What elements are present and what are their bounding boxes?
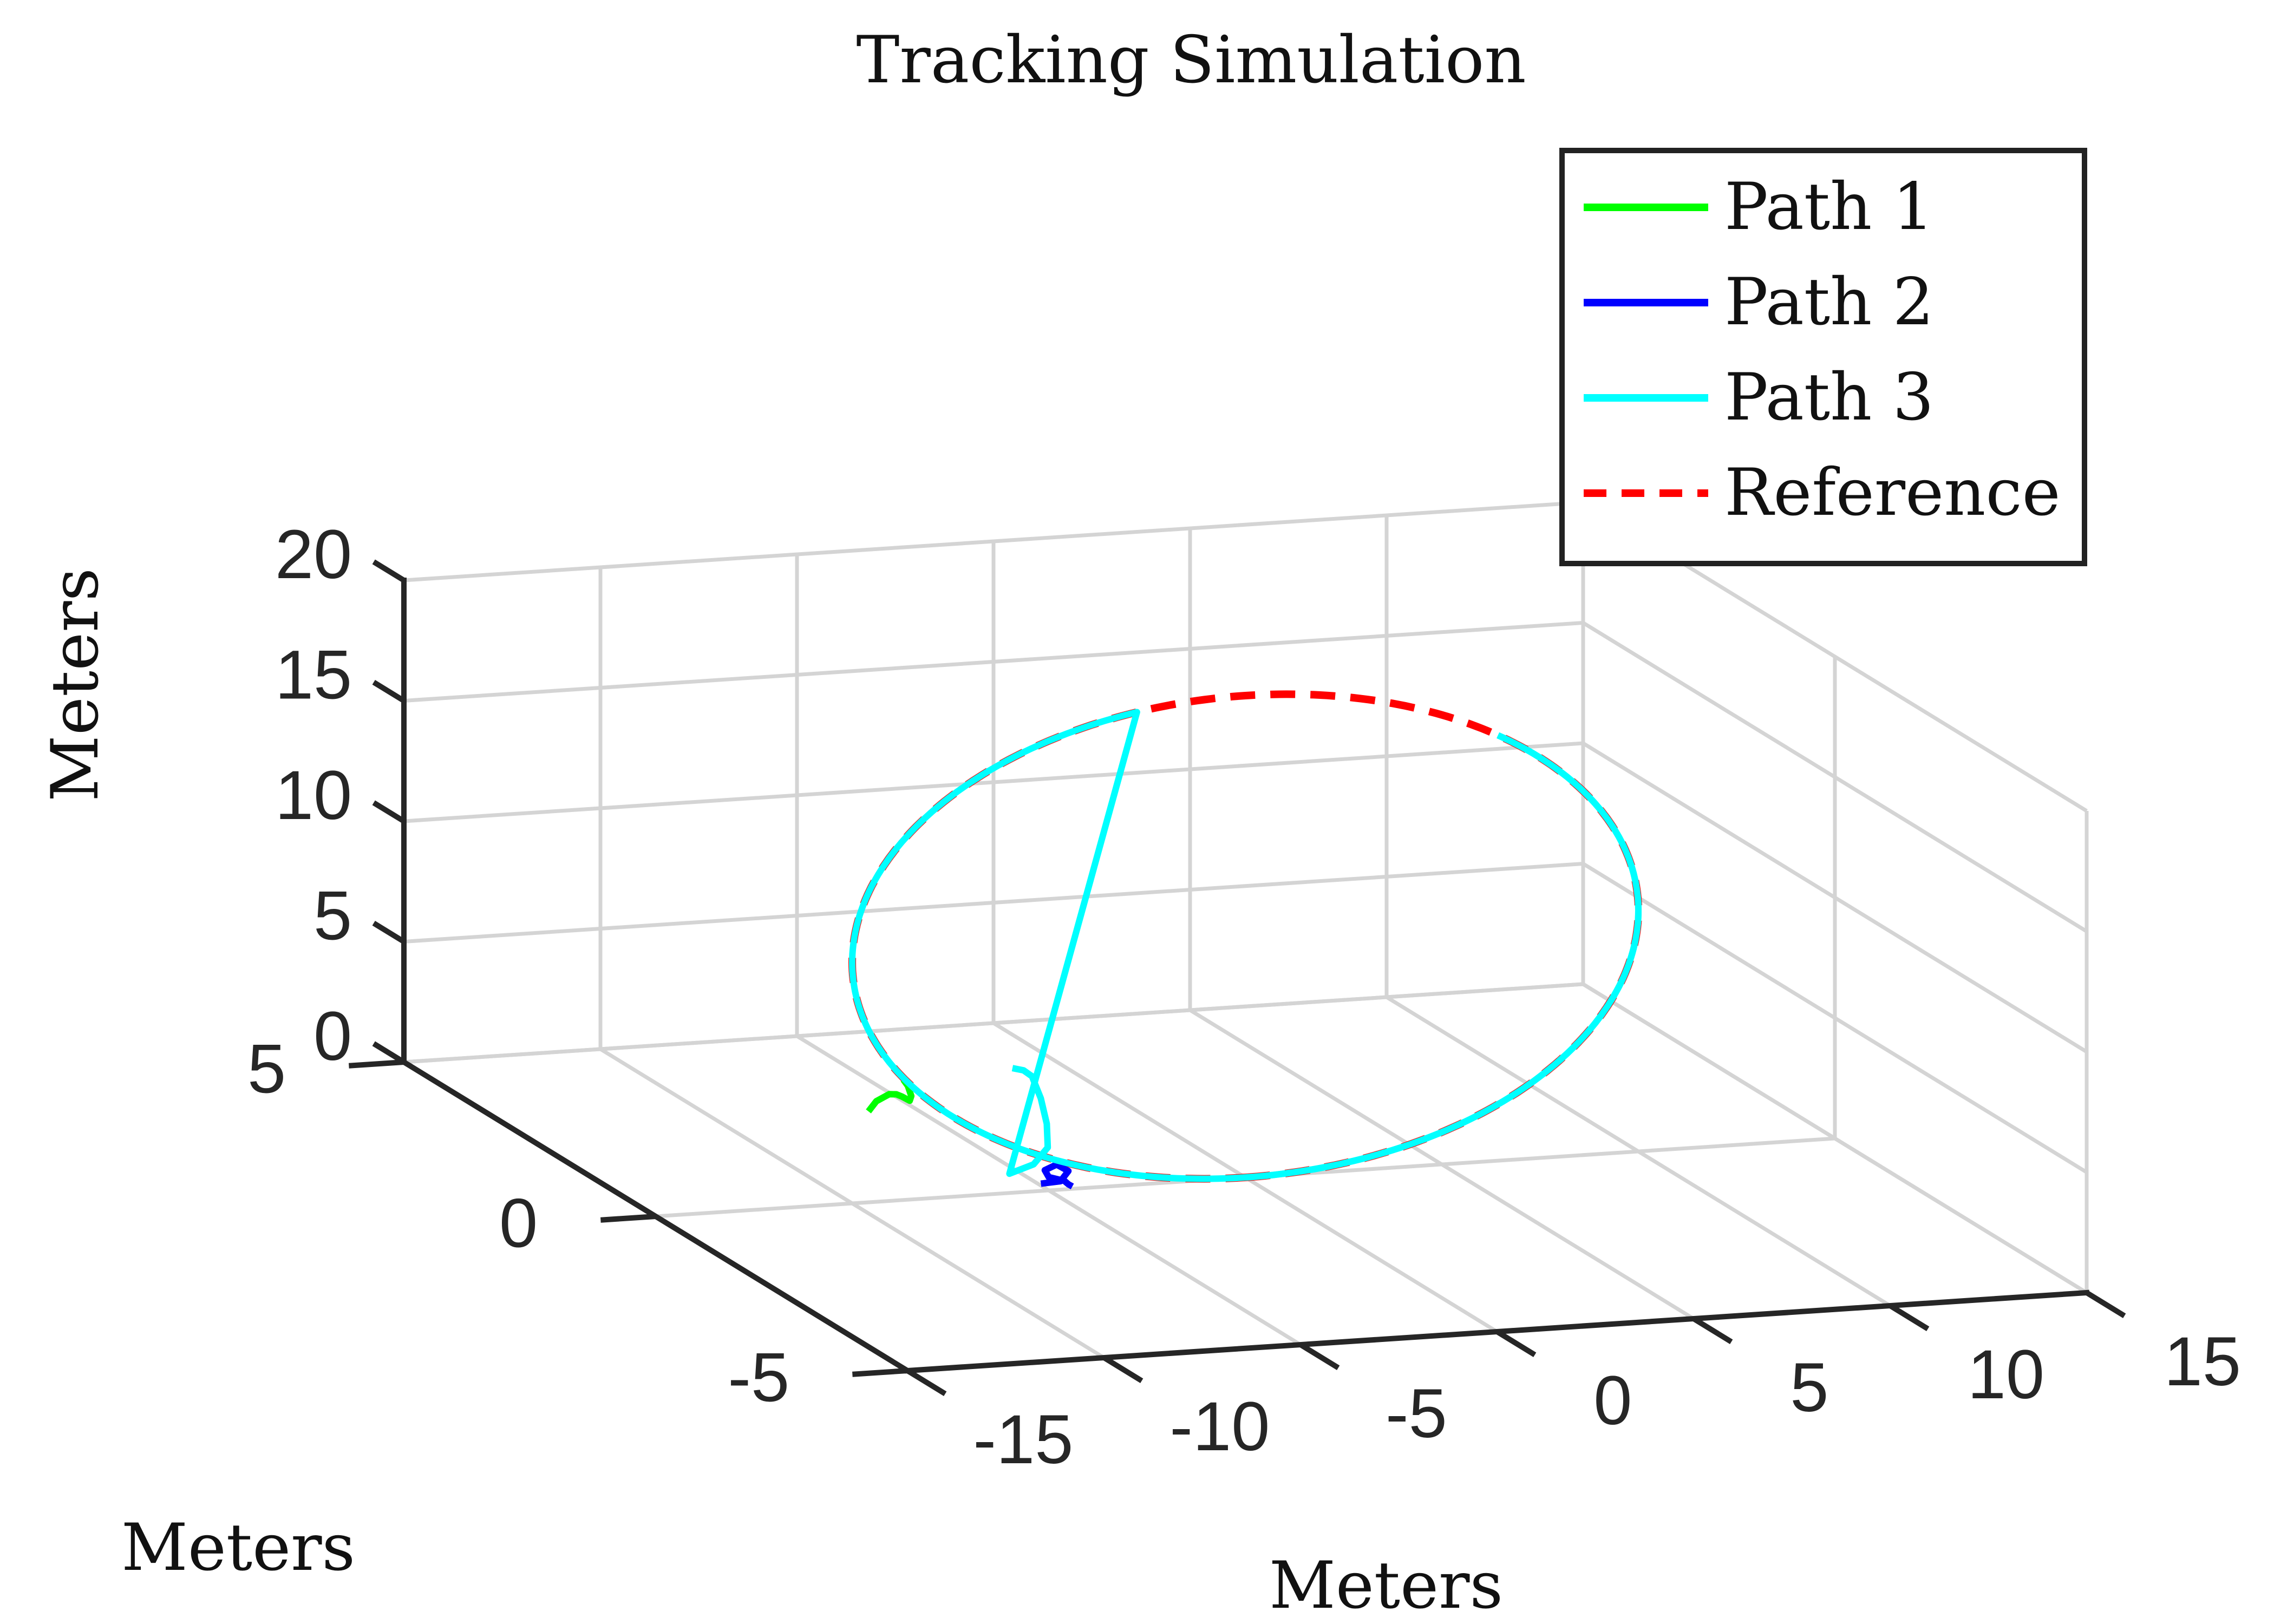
- z-tick-mark: [372, 921, 406, 944]
- y-tick-label: 0: [499, 1184, 538, 1262]
- x-tick-label: 5: [1790, 1349, 1828, 1426]
- x-tick-mark: [1299, 1342, 1340, 1371]
- grid-line: [403, 500, 1584, 582]
- y-tick-mark: [852, 1368, 908, 1377]
- x-tick-label: -5: [1386, 1375, 1447, 1452]
- series-path-2-line: [1040, 1161, 1074, 1189]
- y-tick-mark: [349, 1059, 404, 1069]
- grid-line: [403, 741, 1584, 823]
- z-tick-mark: [372, 1041, 406, 1065]
- z-tick-label: 0: [313, 998, 352, 1075]
- grid-line: [403, 982, 1584, 1064]
- legend-label: Path 2: [1724, 265, 1934, 340]
- x-tick-label: 15: [2164, 1323, 2241, 1400]
- z-tick-mark: [372, 800, 406, 824]
- x-tick-label: -10: [1169, 1388, 1270, 1465]
- series-path-3-line: [1245, 732, 1642, 1181]
- y-tick-label: -5: [728, 1339, 789, 1416]
- z-tick-label: 5: [313, 877, 352, 954]
- x-tick-mark: [906, 1368, 947, 1397]
- series-path-3-line: [849, 709, 1642, 1182]
- x-axis-label: Meters: [1269, 1548, 1503, 1623]
- z-tick-label: 10: [275, 757, 352, 834]
- y-tick-mark: [600, 1214, 656, 1223]
- grid-line: [403, 621, 1584, 703]
- x-tick-mark: [1692, 1316, 1733, 1345]
- z-tick-label: 15: [275, 636, 352, 713]
- z-axis-label: Meters: [38, 568, 113, 802]
- x-tick-mark: [1495, 1329, 1537, 1358]
- x-tick-label: 0: [1593, 1362, 1632, 1439]
- legend-label: Path 3: [1724, 360, 1934, 435]
- y-axis-label: Meters: [121, 1510, 355, 1586]
- x-tick-label: -15: [973, 1401, 1073, 1478]
- x-tick-mark: [1889, 1303, 1930, 1332]
- legend-label: Path 1: [1724, 169, 1934, 245]
- series-layer: [848, 690, 1643, 1189]
- z-tick-mark: [372, 680, 406, 703]
- chart-title: Tracking Simulation: [856, 23, 1526, 98]
- x-tick-mark: [2085, 1290, 2126, 1319]
- series-path-1-line: [866, 1077, 915, 1114]
- grid-layer: [402, 500, 2089, 1373]
- z-tick-label: 20: [275, 516, 352, 593]
- x-tick-label: 10: [1968, 1336, 2044, 1413]
- legend: Path 1 Path 2 Path 3 Reference: [1559, 148, 2087, 566]
- z-tick-mark: [372, 559, 406, 583]
- legend-label: Reference: [1724, 455, 2061, 531]
- x-tick-mark: [1102, 1355, 1143, 1384]
- y-tick-label: 5: [247, 1030, 286, 1108]
- grid-line: [403, 862, 1584, 944]
- legend-box: [1559, 148, 2087, 566]
